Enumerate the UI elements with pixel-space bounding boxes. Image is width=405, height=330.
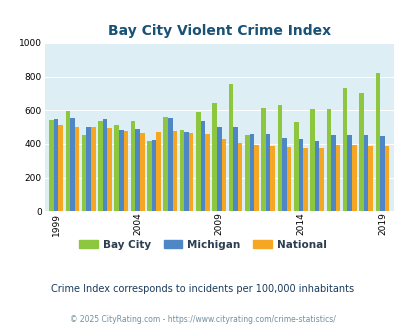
Text: Crime Index corresponds to incidents per 100,000 inhabitants: Crime Index corresponds to incidents per… [51,284,354,294]
Bar [130,121,135,211]
Bar [124,131,128,211]
Title: Bay City Violent Crime Index: Bay City Violent Crime Index [107,23,330,38]
Bar [58,125,63,211]
Bar [140,133,144,211]
Bar [326,109,330,211]
Bar [114,125,119,211]
Bar [347,135,351,211]
Bar [261,108,265,211]
Bar [200,121,205,211]
Bar [70,118,75,211]
Bar [135,129,140,211]
Bar [298,139,303,211]
Bar [351,145,356,211]
Bar [303,148,307,211]
Bar [163,117,168,211]
Bar [216,127,221,211]
Bar [119,130,124,211]
Bar [270,146,274,211]
Bar [156,132,160,211]
Bar [151,140,156,211]
Bar [102,119,107,211]
Bar [184,132,188,211]
Bar [244,135,249,211]
Bar [330,135,335,211]
Bar [314,141,319,211]
Bar [375,73,379,211]
Bar [75,127,79,211]
Text: © 2025 CityRating.com - https://www.cityrating.com/crime-statistics/: © 2025 CityRating.com - https://www.city… [70,315,335,324]
Bar [384,147,388,211]
Bar [379,136,384,211]
Bar [172,131,177,211]
Bar [86,127,91,211]
Bar [342,88,347,211]
Bar [188,133,193,211]
Bar [179,130,184,211]
Bar [237,143,242,211]
Bar [196,112,200,211]
Bar [367,147,372,211]
Bar [168,118,172,211]
Bar [309,109,314,211]
Bar [293,122,298,211]
Bar [254,145,258,211]
Bar [358,93,363,211]
Bar [265,134,270,211]
Bar [221,139,226,211]
Legend: Bay City, Michigan, National: Bay City, Michigan, National [75,236,330,254]
Bar [286,147,291,211]
Bar [98,121,102,211]
Bar [54,118,58,211]
Bar [335,145,339,211]
Bar [228,84,233,211]
Bar [107,128,112,211]
Bar [363,135,367,211]
Bar [65,111,70,211]
Bar [147,141,151,211]
Bar [212,103,216,211]
Bar [205,134,209,211]
Bar [249,134,254,211]
Bar [91,127,95,211]
Bar [233,127,237,211]
Bar [82,135,86,211]
Bar [281,138,286,211]
Bar [49,120,54,211]
Bar [319,148,323,211]
Bar [277,105,281,211]
